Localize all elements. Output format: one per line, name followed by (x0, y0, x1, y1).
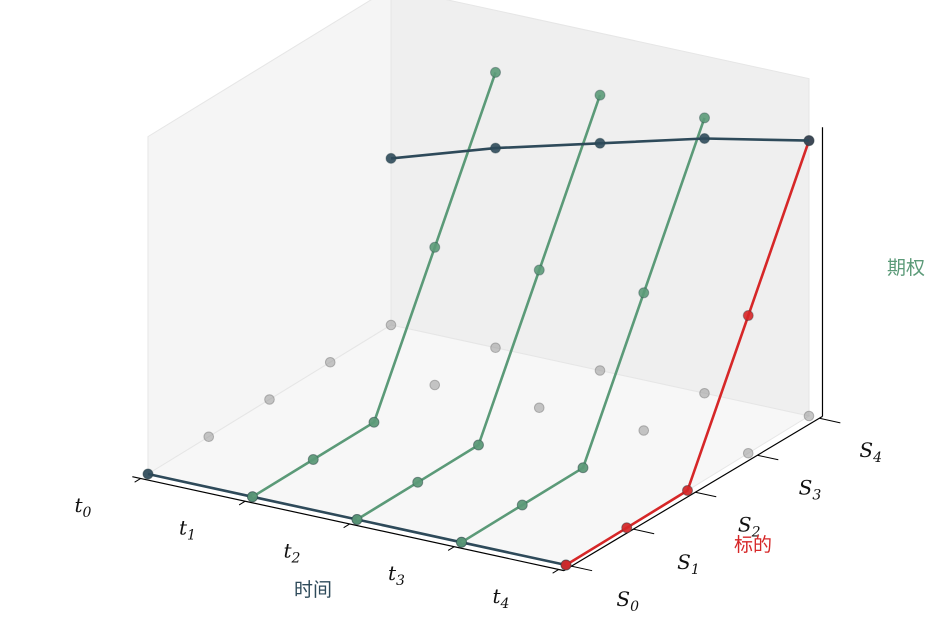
x-axis-line (132, 476, 565, 572)
series-point (429, 241, 441, 253)
x-tick-label: t0 (74, 493, 91, 521)
y-tick-mark (571, 565, 593, 572)
y-tick-label: S1 (677, 550, 700, 578)
series-point (577, 462, 589, 474)
series-point (560, 559, 572, 571)
series-point (456, 536, 467, 548)
x-tick-label: t2 (283, 538, 300, 566)
x-tick-mark (134, 478, 141, 483)
axis-panes (146, 0, 811, 566)
y-tick-mark (695, 491, 717, 498)
series-point (742, 310, 754, 322)
series-point (803, 135, 815, 147)
x-tick-mark (238, 500, 246, 506)
y-axis-line (563, 415, 823, 572)
series-point (682, 485, 693, 496)
series-point (368, 416, 380, 428)
grid-point (324, 356, 336, 368)
series-point (699, 133, 710, 145)
y-tick-label: S4 (859, 438, 882, 466)
grid-point (803, 410, 815, 422)
series-point (307, 454, 319, 465)
series-point (351, 514, 363, 525)
series-point (142, 468, 154, 480)
series-point (516, 499, 528, 511)
series-point (638, 287, 650, 299)
series-lines (142, 66, 815, 571)
y-tick-mark (757, 454, 779, 461)
grid-point (742, 447, 754, 459)
grid-point (429, 379, 441, 391)
x-tick-label: t3 (388, 561, 405, 589)
x-tick-mark (343, 523, 350, 529)
grid-point (203, 431, 215, 443)
series-point (490, 142, 501, 154)
x-tick-label: t4 (492, 584, 509, 612)
axis-lines (132, 127, 824, 572)
series-point (385, 152, 397, 164)
series-point (247, 491, 258, 503)
series-point (699, 112, 710, 124)
series-point (621, 522, 633, 534)
grid-point (594, 365, 606, 376)
grid-point (385, 319, 397, 331)
grid-point (699, 387, 710, 399)
x-tick-label: t1 (179, 516, 196, 544)
z-axis-title: 期权 (887, 257, 925, 279)
y-axis-title: 标的 (734, 534, 772, 556)
x-tick-mark (552, 569, 559, 574)
y-tick-mark (633, 528, 655, 535)
grid-point (533, 402, 545, 414)
y-tick-label: S0 (616, 587, 639, 615)
y-tick-label: S3 (799, 475, 822, 503)
series-point (473, 439, 484, 451)
x-tick-mark (447, 546, 455, 551)
y-tick-mark (819, 417, 841, 424)
series-point (533, 264, 545, 276)
grid-point (264, 394, 275, 405)
series-point (412, 476, 424, 488)
grid-point (490, 342, 501, 354)
series-point (594, 89, 606, 101)
series-point (594, 137, 606, 149)
x-axis-title: 时间 (294, 579, 332, 601)
series-point (490, 66, 501, 78)
grid-point (638, 425, 650, 436)
